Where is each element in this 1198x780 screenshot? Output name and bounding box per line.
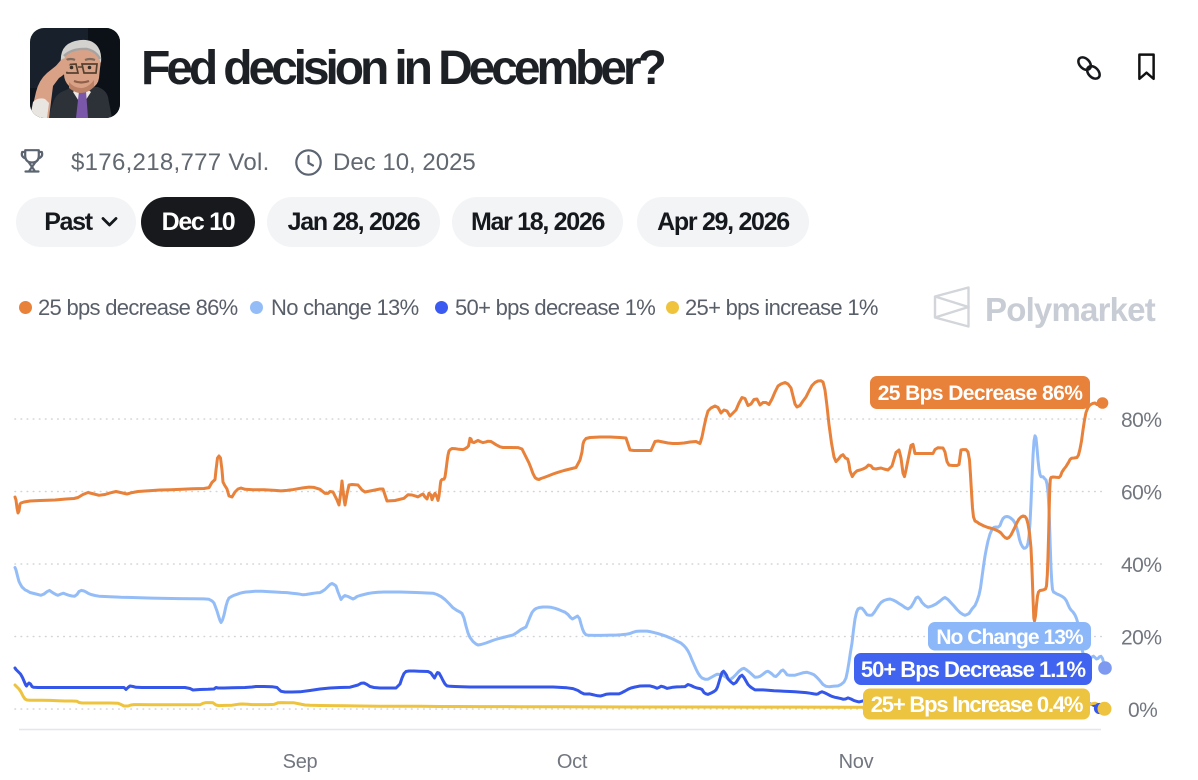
svg-text:60%: 60% [1121,482,1162,505]
svg-text:0%: 0% [1128,699,1157,722]
svg-text:40%: 40% [1121,554,1162,577]
svg-text:80%: 80% [1121,409,1162,432]
svg-text:50+ Bps Decrease 1.1%: 50+ Bps Decrease 1.1% [861,657,1086,682]
svg-text:25+ Bps Increase 0.4%: 25+ Bps Increase 0.4% [871,692,1083,717]
svg-text:No Change 13%: No Change 13% [936,626,1084,649]
svg-text:Oct: Oct [557,751,588,773]
svg-text:Nov: Nov [839,751,874,773]
svg-text:20%: 20% [1121,627,1162,650]
svg-text:25 Bps Decrease 86%: 25 Bps Decrease 86% [878,382,1084,405]
svg-text:Sep: Sep [283,751,318,773]
